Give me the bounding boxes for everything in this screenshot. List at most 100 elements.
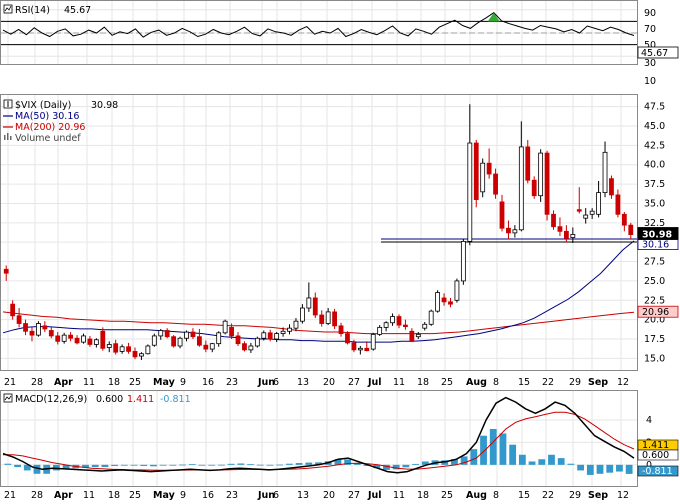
x-axis-label: Aug <box>466 377 487 388</box>
macd-hist-bar <box>363 464 371 466</box>
x-axis-label: 29 <box>569 490 581 501</box>
macd-hist-bar <box>616 464 623 472</box>
macd-hist-bar <box>150 464 157 467</box>
price-tick-label: 17.5 <box>644 334 665 345</box>
x-axis-label: Jul <box>367 490 382 501</box>
candle-down <box>312 297 318 316</box>
macd-hist-bar <box>120 464 128 466</box>
macd-hist-bar <box>101 464 109 468</box>
ma200-tag-text: 20.96 <box>642 307 669 318</box>
candle-down <box>235 335 241 345</box>
candle-down <box>615 194 621 215</box>
price-tick-label: 27.5 <box>644 257 665 268</box>
candle-up <box>415 333 421 338</box>
candle-down <box>628 224 634 235</box>
macd-hist-bar <box>247 464 254 465</box>
x-axis-label: 27 <box>348 490 360 501</box>
macd-hist-bar <box>276 464 284 466</box>
candle-down <box>345 333 350 344</box>
candle-down <box>48 330 54 337</box>
candle-up <box>325 311 331 324</box>
rsi-tick-label: 70 <box>644 24 656 35</box>
macd-hist-bar <box>518 454 526 465</box>
macd-hist-bar <box>383 464 390 470</box>
x-axis-label: 13 <box>297 490 309 501</box>
candle-up <box>435 292 441 312</box>
candle-up <box>280 330 286 334</box>
macd-hist-bar <box>130 464 138 466</box>
candle-down <box>409 330 415 341</box>
candle-down <box>544 152 550 215</box>
ma200-tag <box>637 305 679 318</box>
price-tick-label: 22.5 <box>644 295 665 306</box>
macd-hist-bar <box>596 464 604 474</box>
candle-down <box>473 142 479 200</box>
macd-hist-bar <box>412 463 419 465</box>
candle-down <box>87 338 93 345</box>
signal-value: 1.411 <box>127 394 154 405</box>
macd-hist-bar <box>460 456 468 465</box>
macd-hist-bar <box>344 459 352 465</box>
macd-hist-bar <box>227 463 235 465</box>
hist-tag-text: -0.811 <box>642 466 673 477</box>
macd-hist-bar <box>111 464 119 466</box>
candle-up <box>139 353 144 357</box>
x-axis-label: 11 <box>83 377 95 388</box>
candle-down <box>68 334 74 339</box>
candle-up <box>467 142 473 242</box>
x-axis-label: Apr <box>54 377 73 388</box>
candle-up <box>216 332 222 345</box>
macd-hist-bar <box>421 461 429 465</box>
x-axis-label: Apr <box>54 490 73 501</box>
ma50-tag <box>637 239 679 250</box>
macd-hist-bar <box>169 464 177 466</box>
x-axis-label: 25 <box>129 490 141 501</box>
x-axis-label: 12 <box>617 377 629 388</box>
ma50-line <box>2 240 635 343</box>
candle-up <box>106 344 112 348</box>
macd-layer <box>2 396 635 475</box>
candle-down <box>196 336 202 346</box>
candle-down <box>100 330 106 349</box>
candle-down <box>332 311 337 327</box>
macd-hist-bar <box>218 464 225 466</box>
volume-icon <box>4 133 12 140</box>
candle-down <box>364 347 370 352</box>
x-axis-label: 20 <box>323 377 335 388</box>
candle-down <box>531 179 537 197</box>
macd-tag-text: 0.600 <box>642 450 669 461</box>
rsi-label: RSI(14) <box>15 5 50 16</box>
macd-hist-bar <box>91 464 99 468</box>
candle-up <box>538 152 544 197</box>
x-axis-label: Sep <box>588 490 608 501</box>
x-axis-label: 25 <box>441 490 453 501</box>
rsi-value: 45.67 <box>64 5 91 16</box>
macd-hist-bar <box>52 464 60 471</box>
macd-hist-bar <box>557 458 565 465</box>
candle-down <box>74 337 80 344</box>
candle-down <box>171 336 177 347</box>
rsi-layer <box>2 12 635 38</box>
candle-up <box>222 320 228 334</box>
rsi-tag-text: 45.67 <box>641 48 668 59</box>
macd-line <box>2 396 635 474</box>
x-axis-label: 6 <box>273 377 279 388</box>
macd-hist-bar <box>586 464 594 475</box>
macd-hist-bar <box>140 464 148 466</box>
volume-legend: Volume undef <box>15 133 81 144</box>
candle-up <box>570 234 576 238</box>
x-axis-label: Jun <box>257 490 275 501</box>
x-axis-label: 16 <box>202 490 214 501</box>
ma50-legend: MA(50) 30.16 <box>15 111 79 122</box>
last-price-tag-text: 30.98 <box>642 230 672 241</box>
candle-down <box>338 325 344 334</box>
macd-hist-bar <box>14 464 21 468</box>
candle-up <box>254 337 260 347</box>
macd-hist-bar <box>295 463 303 465</box>
x-axis-label: 9 <box>180 377 186 388</box>
x-axis-label: Jun <box>257 377 275 388</box>
candle-down <box>267 332 273 340</box>
rsi-overbought-fill <box>487 12 500 22</box>
candle-up <box>287 327 292 332</box>
